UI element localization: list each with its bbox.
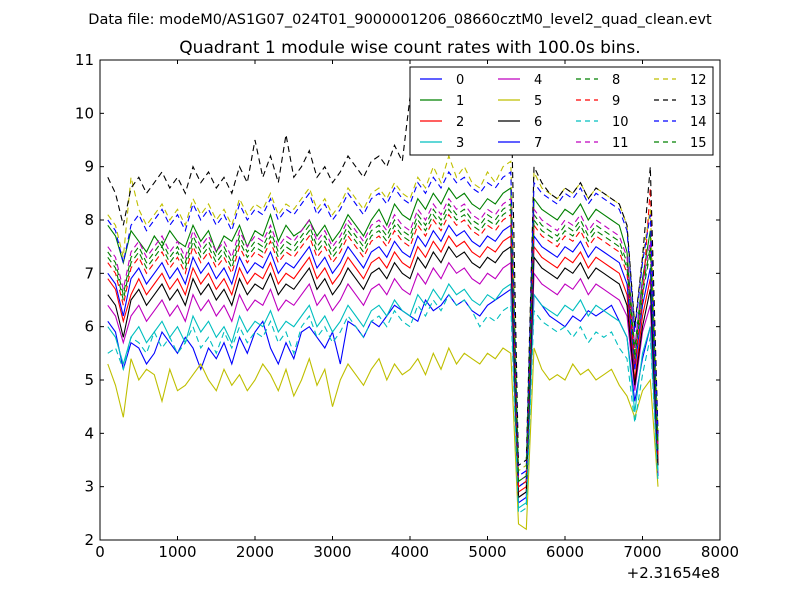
axis-layer: 0 1000 2000 3000 4000 5000 6000 7000 8000 2 3 4 5 6 7 8… <box>75 51 739 561</box>
x-tick-label: 5000 <box>468 543 506 561</box>
x-tick-label: 2000 <box>236 543 274 561</box>
legend-label-9: 9 <box>612 94 620 109</box>
x-tick-label: 6000 <box>546 543 584 561</box>
series-line-7 <box>107 224 659 488</box>
legend-label-10: 10 <box>612 115 629 130</box>
legend-label-15: 15 <box>690 136 707 151</box>
y-tick-label: 9 <box>84 158 94 176</box>
legend-label-0: 0 <box>456 73 464 88</box>
legend-label-1: 1 <box>456 94 464 109</box>
legend-label-6: 6 <box>534 115 542 130</box>
y-tick-label: 11 <box>75 51 94 69</box>
x-tick-label: 1000 <box>158 543 196 561</box>
chart-title: Quadrant 1 module wise count rates with … <box>179 38 640 58</box>
series-line-15 <box>107 208 659 483</box>
series-layer <box>107 81 659 531</box>
data-file-label: Data file: modeM0/AS1G07_024T01_90000012… <box>88 12 712 28</box>
y-tick-label: 4 <box>84 424 94 442</box>
series-line-2 <box>107 234 659 494</box>
series-line-10 <box>107 293 659 515</box>
legend-label-14: 14 <box>690 115 707 130</box>
series-line-13 <box>107 81 659 467</box>
legend-label-12: 12 <box>690 73 707 88</box>
y-tick-label: 5 <box>84 371 94 389</box>
legend-label-11: 11 <box>612 136 629 151</box>
x-tick-label: 3000 <box>313 543 351 561</box>
y-tick-label: 6 <box>84 318 94 336</box>
x-tick-label: 0 <box>95 543 105 561</box>
legend-label-8: 8 <box>612 73 620 88</box>
series-line-14 <box>107 170 659 478</box>
y-tick-label: 8 <box>84 211 94 229</box>
legend-label-13: 13 <box>690 94 707 109</box>
legend-label-2: 2 <box>456 115 464 130</box>
y-tick-label: 2 <box>84 531 94 549</box>
series-line-9 <box>107 187 659 488</box>
legend-label-7: 7 <box>534 136 542 151</box>
legend-box <box>409 66 714 156</box>
x-tick-label: 7000 <box>623 543 661 561</box>
legend-label-4: 4 <box>534 73 542 88</box>
x-tick-label: 4000 <box>391 543 429 561</box>
y-tick-label: 3 <box>84 478 94 496</box>
series-line-5 <box>107 346 659 531</box>
legend-label-3: 3 <box>456 136 464 151</box>
series-line-12 <box>107 154 659 472</box>
series-line-1 <box>107 186 659 488</box>
series-line-4 <box>107 261 659 499</box>
x-tick-label: 8000 <box>701 543 739 561</box>
series-line-8 <box>107 202 659 483</box>
series-line-0 <box>107 288 659 504</box>
series-line-11 <box>107 197 659 483</box>
series-line-3 <box>107 282 659 510</box>
y-tick-label: 7 <box>84 264 94 282</box>
y-tick-label: 10 <box>75 104 94 122</box>
series-line-6 <box>107 245 659 499</box>
x-offset-label: +2.31654e8 <box>627 564 720 582</box>
legend-label-5: 5 <box>534 94 542 109</box>
